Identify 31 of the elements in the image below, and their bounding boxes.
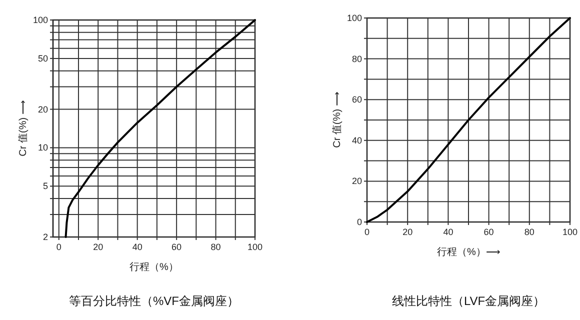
- text: 线性比特性（LVF金属阀座）: [392, 294, 546, 308]
- y-axis-title: Cr 值(%) ⟶: [18, 100, 29, 156]
- y-tick-label: 50: [38, 53, 48, 64]
- x-tick-label: 40: [443, 227, 454, 237]
- text: 等百分比特性（%VF金属阀座）: [68, 294, 240, 308]
- x-tick-label: 0: [364, 227, 370, 237]
- y-tick-label: 0: [356, 217, 362, 227]
- x-axis-title: 行程（%）: [130, 262, 178, 273]
- y-tick-label: 100: [346, 13, 362, 23]
- x-tick-label: 100: [562, 227, 578, 237]
- x-tick-label: 80: [210, 242, 221, 252]
- x-tick-label: 60: [484, 227, 494, 237]
- y-tick-label: 5: [42, 181, 48, 192]
- y-tick-label: 80: [352, 54, 362, 64]
- y-tick-label: 60: [352, 94, 362, 105]
- y-tick-label: 10: [38, 142, 48, 153]
- x-tick-label: 20: [402, 227, 413, 237]
- x-tick-label: 100: [247, 242, 263, 252]
- x-tick-label: 0: [56, 242, 62, 252]
- y-tick-label: 100: [32, 15, 48, 25]
- x-tick-label: 40: [132, 242, 142, 252]
- x-axis-title: 行程（%）⟶: [437, 247, 500, 258]
- y-tick-label: 40: [352, 135, 362, 146]
- line-series: [366, 17, 571, 223]
- x-tick-label: 80: [524, 227, 534, 237]
- x-tick-label: 20: [93, 242, 104, 252]
- y-axis-title: Cr 值(%) ⟶: [332, 92, 343, 148]
- y-tick-label: 2: [42, 232, 48, 242]
- x-tick-label: 60: [172, 242, 182, 252]
- y-tick-label: 20: [38, 104, 48, 114]
- y-tick-label: 20: [352, 176, 362, 186]
